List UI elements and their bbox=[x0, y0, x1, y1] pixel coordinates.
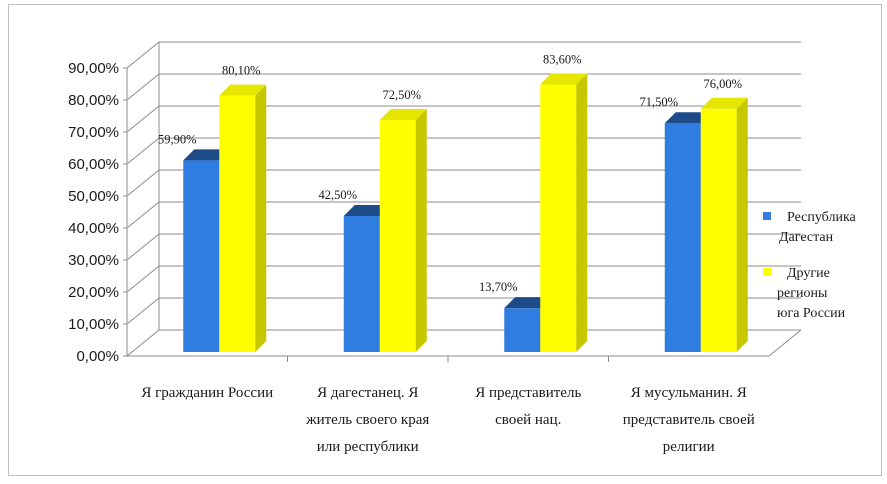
legend-label: Республика bbox=[787, 210, 857, 225]
data-label: 71,50% bbox=[639, 95, 678, 109]
bars bbox=[183, 73, 748, 353]
bar-top bbox=[183, 149, 231, 161]
bar-top bbox=[504, 297, 552, 309]
bar-side bbox=[255, 84, 267, 353]
bar-south-russia bbox=[540, 73, 588, 352]
data-label: 80,10% bbox=[222, 64, 261, 78]
y-tick-label: 40,00% bbox=[68, 220, 119, 237]
bar-south-russia bbox=[700, 97, 748, 352]
bar-side bbox=[415, 109, 427, 352]
category-label: своей нац. bbox=[495, 412, 561, 428]
chart-frame: 0,00% 10,00% 20,00% 30,00% 40,00% 50,00% 60,00… bbox=[8, 4, 882, 476]
legend-swatch bbox=[763, 212, 771, 220]
data-label: 76,00% bbox=[703, 77, 742, 91]
side-wall-line bbox=[126, 265, 160, 293]
category-label: или республики bbox=[317, 439, 419, 455]
bar-front bbox=[343, 216, 380, 352]
side-wall-line bbox=[126, 201, 160, 229]
floor-edge bbox=[768, 329, 802, 357]
bar-front bbox=[664, 123, 701, 352]
y-tick-label: 80,00% bbox=[68, 92, 119, 109]
y-tick-label: 20,00% bbox=[68, 284, 119, 301]
bar-top bbox=[379, 109, 427, 120]
legend-label: Другие bbox=[787, 266, 830, 281]
bar-top bbox=[343, 205, 391, 216]
bar-top bbox=[664, 112, 712, 124]
legend-swatch bbox=[763, 268, 771, 276]
side-wall-line bbox=[126, 169, 160, 197]
bar-side bbox=[736, 97, 748, 352]
data-label: 13,70% bbox=[479, 280, 518, 294]
bar-front bbox=[540, 84, 577, 352]
side-wall-line bbox=[126, 137, 160, 165]
legend: Республика Дагестан Другие регионы юга Росси… bbox=[763, 210, 857, 321]
legend-label: регионы bbox=[777, 286, 828, 301]
bar-front bbox=[504, 308, 541, 352]
bar-south-russia bbox=[379, 109, 427, 352]
side-wall-line bbox=[126, 41, 160, 69]
y-tick-label: 50,00% bbox=[68, 188, 119, 205]
side-wall-line bbox=[126, 73, 160, 101]
category-label: Я гражданин России bbox=[141, 385, 273, 401]
bar-south-russia bbox=[219, 84, 267, 353]
data-label: 42,50% bbox=[318, 188, 357, 202]
data-label: 59,90% bbox=[158, 132, 197, 146]
y-tick-label: 0,00% bbox=[76, 348, 119, 365]
side-wall-line bbox=[126, 329, 160, 357]
data-label: 83,60% bbox=[543, 52, 582, 66]
side-wall-line bbox=[126, 105, 160, 133]
category-label: Я дагестанец. Я bbox=[317, 385, 418, 401]
bar-top bbox=[540, 73, 588, 85]
bar-top bbox=[219, 84, 267, 96]
y-tick-label: 90,00% bbox=[68, 60, 119, 77]
side-wall-line bbox=[126, 233, 160, 261]
bar-front bbox=[219, 95, 256, 353]
y-tick-label: 30,00% bbox=[68, 252, 119, 269]
bar-chart: 0,00% 10,00% 20,00% 30,00% 40,00% 50,00% 60,00… bbox=[68, 41, 857, 455]
bar-side bbox=[576, 73, 588, 352]
legend-label: юга России bbox=[777, 306, 846, 321]
bar-front bbox=[700, 108, 737, 352]
y-tick-label: 70,00% bbox=[68, 124, 119, 141]
data-label: 72,50% bbox=[382, 88, 421, 102]
category-label: Я представитель bbox=[475, 385, 581, 401]
category-label: Я мусульманин. Я bbox=[631, 385, 747, 401]
legend-label: Дагестан bbox=[779, 230, 834, 245]
y-tick-label: 10,00% bbox=[68, 316, 119, 333]
category-label: житель своего края bbox=[305, 412, 429, 428]
category-label: представитель своей bbox=[623, 412, 755, 428]
side-wall-line bbox=[126, 297, 160, 325]
y-tick-label: 60,00% bbox=[68, 156, 119, 173]
bar-top bbox=[700, 97, 748, 109]
bar-front bbox=[379, 120, 416, 352]
category-label: религии bbox=[663, 439, 715, 455]
bar-front bbox=[183, 160, 220, 352]
